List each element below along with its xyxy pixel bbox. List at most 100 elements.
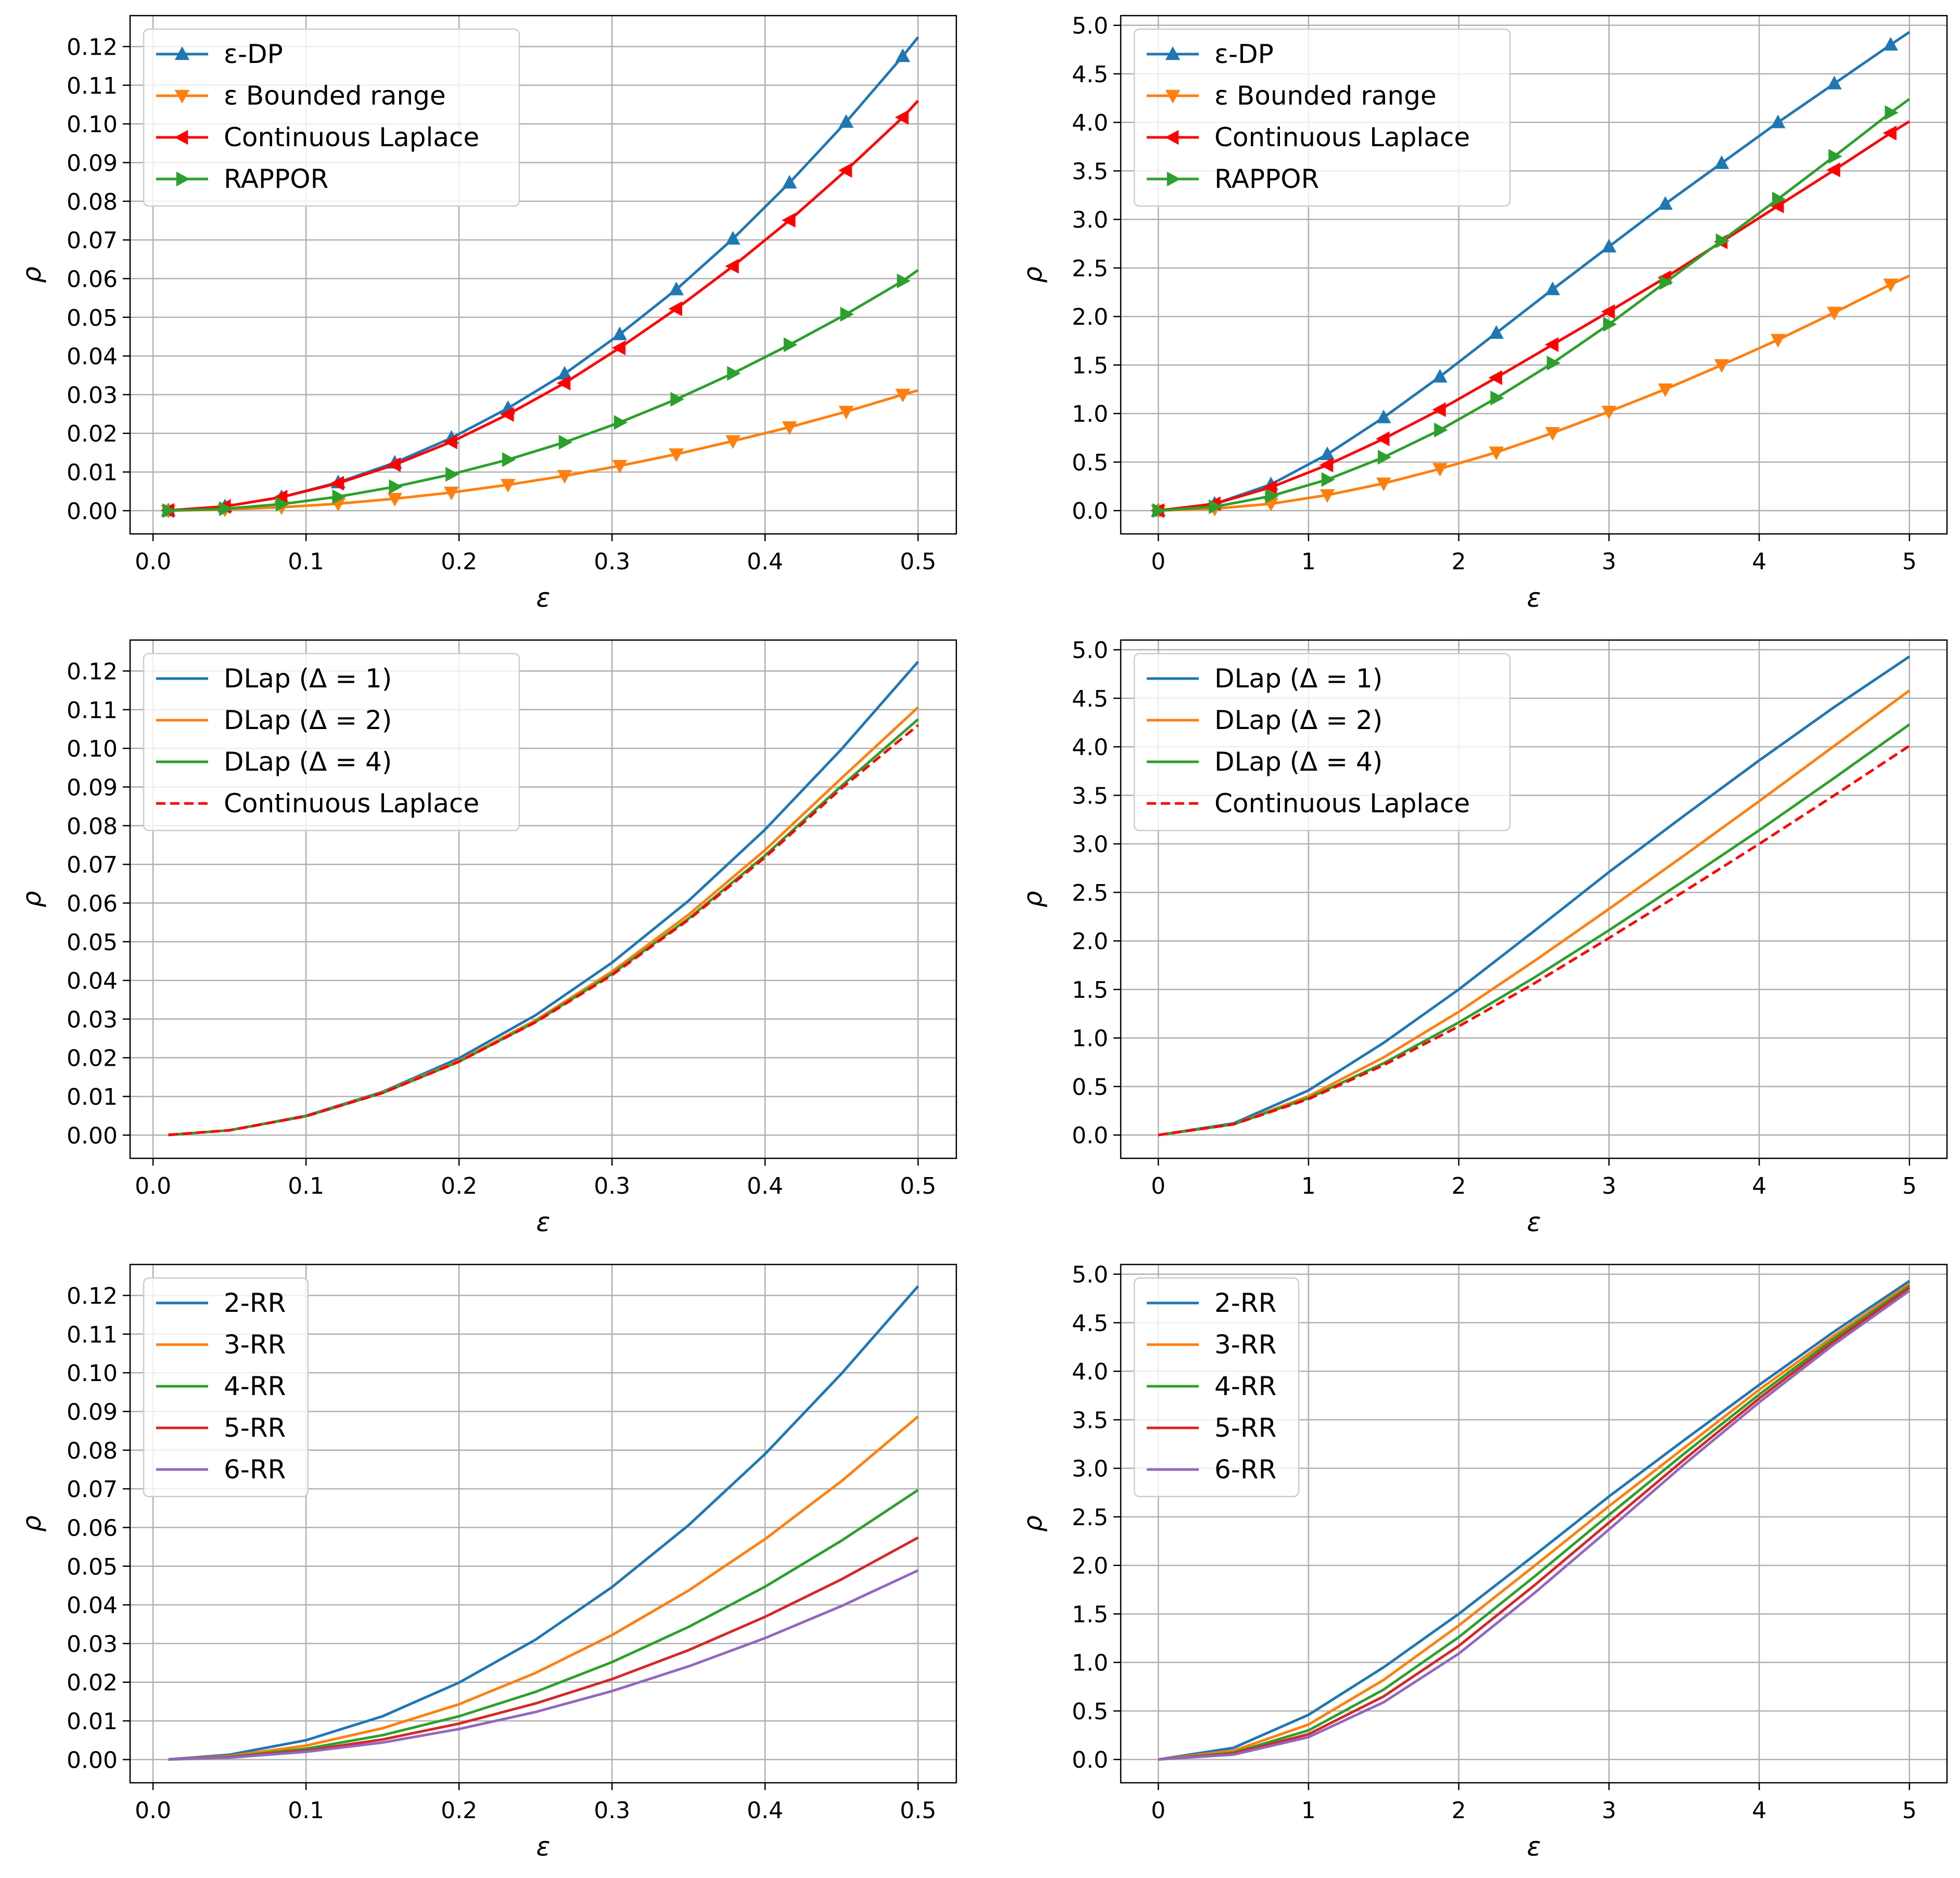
legend-label: 5-RR — [1214, 1413, 1276, 1443]
data-point-marker — [840, 306, 854, 322]
data-point-marker — [1321, 472, 1335, 487]
data-point-marker — [387, 493, 402, 507]
chart-panel-5: 0.0 0.1 0.2 0.3 0.4 0.5 0.00 0.01 0.02 0.03 0.04 0.… — [17, 1263, 957, 1862]
x-tick-label: 1 — [1301, 1797, 1316, 1824]
data-point-marker — [725, 435, 740, 449]
data-point-marker — [1827, 306, 1842, 321]
y-tick-label: 0.10 — [67, 1360, 118, 1387]
y-tick-label: 0.12 — [67, 1283, 118, 1309]
data-point-marker — [669, 448, 684, 462]
y-tick-label: 0.04 — [67, 1592, 118, 1619]
y-tick-label: 0.02 — [67, 1045, 118, 1072]
series-line — [1158, 1284, 1911, 1761]
x-tick-label: 0.0 — [135, 548, 171, 575]
data-point-marker — [1320, 489, 1335, 503]
data-point-marker — [557, 375, 571, 391]
y-axis-label: ρ — [17, 891, 47, 908]
data-point-marker — [1601, 304, 1615, 320]
data-point-marker — [668, 301, 683, 316]
data-point-marker — [895, 48, 911, 62]
y-tick-label: 3.5 — [1072, 783, 1108, 809]
legend-marker — [174, 90, 190, 104]
legend-label: RAPPOR — [1214, 164, 1319, 194]
x-tick-label: 0.4 — [747, 548, 783, 575]
axes-frame — [1120, 1263, 1948, 1784]
data-point-marker — [1882, 125, 1897, 140]
axes-frame — [1120, 639, 1948, 1159]
data-point-marker — [1488, 370, 1503, 385]
data-point-marker — [1376, 431, 1390, 446]
y-tick-label: 4.5 — [1072, 1310, 1108, 1337]
x-tick-label: 3 — [1602, 548, 1616, 575]
data-point-marker — [727, 366, 741, 381]
legend-label: ε Bounded range — [224, 81, 446, 111]
y-tick-label: 0.5 — [1072, 450, 1108, 476]
series-line — [1158, 1286, 1911, 1761]
series-line — [168, 1536, 919, 1761]
legend: ε-DP ε Bounded range Continuous Laplace RAP… — [143, 28, 520, 207]
legend-label: DLap (Δ = 2) — [1214, 705, 1382, 735]
data-point-marker — [669, 282, 684, 296]
series-line — [168, 1569, 919, 1761]
x-tick-label: 0.3 — [594, 1173, 630, 1199]
x-tick-label: 0.5 — [900, 1173, 936, 1199]
y-tick-label: 0.09 — [67, 774, 118, 801]
y-tick-label: 3.0 — [1072, 207, 1108, 234]
x-tick-label: 0.5 — [900, 1797, 936, 1824]
legend: DLap (Δ = 1) DLap (Δ = 2) DLap (Δ = 4) Cont… — [143, 653, 520, 832]
data-point-marker — [219, 501, 233, 516]
data-point-marker — [612, 326, 627, 340]
y-tick-label: 0.02 — [67, 1670, 118, 1696]
y-tick-label: 3.0 — [1072, 1456, 1108, 1483]
legend-box — [143, 28, 520, 207]
y-tick-label: 0.0 — [1072, 1747, 1108, 1773]
y-tick-label: 0.07 — [67, 852, 118, 878]
data-point-marker — [612, 340, 626, 355]
data-point-marker — [895, 110, 909, 125]
data-point-marker — [274, 490, 288, 505]
y-tick-label: 3.0 — [1072, 832, 1108, 858]
x-axis-label: ε — [536, 583, 550, 613]
data-point-marker — [501, 479, 516, 493]
x-axis-label: ε — [1527, 1207, 1541, 1237]
series-line — [168, 1285, 919, 1761]
y-tick-label: 0.01 — [67, 1708, 118, 1735]
x-tick-label: 0.4 — [747, 1797, 783, 1824]
x-tick-label: 0.5 — [900, 548, 936, 575]
y-tick-label: 0.07 — [67, 1476, 118, 1503]
y-tick-label: 1.0 — [1072, 1650, 1108, 1677]
legend-label: 6-RR — [224, 1454, 286, 1485]
data-point-marker — [1885, 105, 1899, 120]
legend-label: Continuous Laplace — [1214, 788, 1470, 819]
x-tick-label: 0 — [1151, 548, 1165, 575]
data-point-marker — [332, 489, 346, 504]
series-line — [1158, 655, 1911, 1136]
data-point-marker — [839, 114, 854, 128]
data-point-marker — [1545, 427, 1560, 441]
y-tick-label: 5.0 — [1072, 1262, 1108, 1288]
data-point-marker — [387, 457, 401, 472]
x-tick-label: 0 — [1151, 1173, 1165, 1199]
x-tick-label: 3 — [1602, 1173, 1616, 1199]
data-point-marker — [1209, 499, 1223, 515]
legend-label: ε-DP — [1214, 39, 1274, 69]
y-tick-label: 0.03 — [67, 382, 118, 408]
y-tick-label: 1.5 — [1072, 1601, 1108, 1628]
x-tick-label: 0.1 — [288, 548, 324, 575]
data-point-marker — [1265, 489, 1279, 504]
y-tick-label: 0.11 — [67, 1322, 118, 1348]
x-tick-label: 0.2 — [441, 548, 477, 575]
y-tick-label: 0.06 — [67, 890, 118, 917]
legend-marker — [176, 171, 190, 187]
data-point-marker — [612, 459, 627, 474]
x-tick-label: 2 — [1452, 1173, 1466, 1199]
data-point-marker — [670, 392, 684, 407]
legend-label: ε-DP — [224, 39, 283, 69]
y-tick-label: 0.09 — [67, 1399, 118, 1425]
axes-frame — [129, 15, 957, 535]
legend-marker — [174, 46, 190, 60]
series-line — [168, 1415, 919, 1761]
legend-marker — [1165, 90, 1181, 104]
x-tick-label: 0.3 — [594, 548, 630, 575]
data-point-marker — [1263, 480, 1277, 495]
